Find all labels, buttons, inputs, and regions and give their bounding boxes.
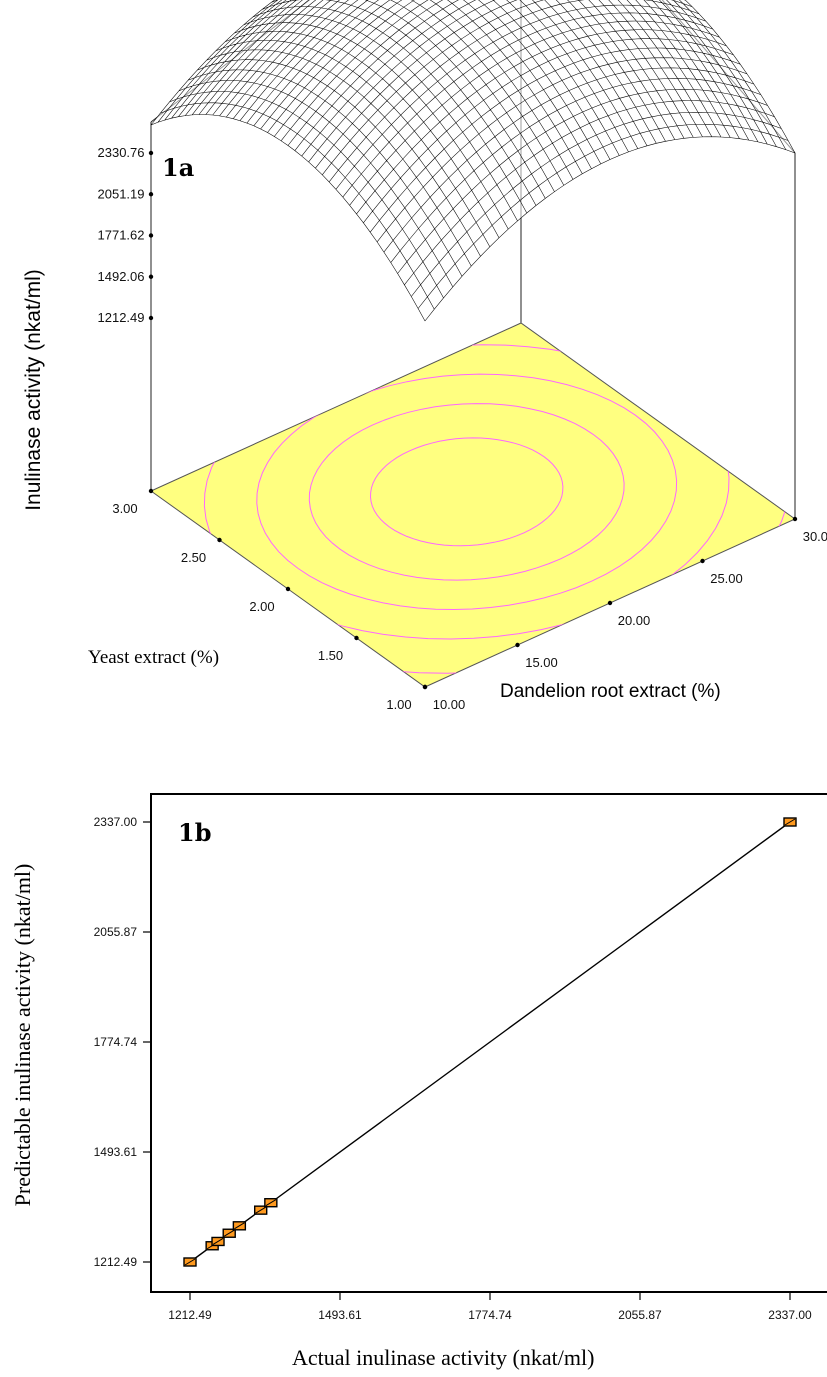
axis-ticks: 1212.49 1493.61 1774.74 2055.87 2337.00 1212.… [94, 815, 812, 1322]
panel-label-1b: 1b [178, 818, 211, 847]
z-tick-mark [148, 150, 154, 156]
x-tick-mark [792, 516, 798, 522]
floor-plane [150, 322, 796, 688]
y-tick-label: 2337.00 [94, 815, 138, 829]
data-point [254, 1205, 268, 1215]
data-point [183, 1257, 197, 1267]
z-tick-mark [148, 192, 154, 197]
x-tick-label: 10.00 [433, 697, 466, 712]
data-point [232, 1221, 247, 1231]
x-tick-mark [700, 558, 705, 564]
contour-2 [308, 403, 625, 581]
z-tick-label: 1212.49 [98, 310, 145, 325]
z-tick-mark [148, 315, 154, 321]
data-point [211, 1236, 225, 1247]
z-tick-label: 1492.06 [98, 269, 145, 284]
y-tick-mark [354, 635, 359, 641]
fit-line [189, 821, 791, 1263]
surface-grid [150, 0, 796, 322]
y-tick-label: 2055.87 [94, 925, 138, 939]
y-tick-mark [148, 488, 154, 494]
panel-label-1a: 1a [162, 153, 194, 182]
data-point [783, 817, 797, 827]
z-axis-label: Inulinase activity (nkat/ml) [22, 269, 45, 511]
x-tick-mark [515, 642, 520, 648]
axis-ticks: 1212.49 1492.06 1771.62 2051.19 2330.76 1.00 1… [98, 145, 827, 712]
y-tick-mark [217, 537, 222, 543]
data-points [183, 817, 797, 1267]
y-tick-label: 2.00 [249, 599, 274, 614]
y-tick-label: 3.00 [112, 501, 137, 516]
z-tick-label: 1771.62 [98, 228, 145, 243]
z-tick-mark [148, 233, 154, 238]
z-tick-mark [148, 274, 154, 279]
z-tick-label: 2330.76 [98, 145, 145, 160]
z-tick-label: 2051.19 [98, 186, 145, 201]
y-tick-mark [285, 586, 291, 592]
y-tick-label: 1774.74 [94, 1035, 138, 1049]
x-tick-mark [422, 684, 428, 690]
x-tick-label: 15.00 [525, 655, 558, 670]
x-tick-label: 1774.74 [468, 1308, 512, 1322]
contour-floor [150, 322, 796, 688]
x-tick-label: 1212.49 [168, 1308, 212, 1322]
x-axis-label: Actual inulinase activity (nkat/ml) [292, 1345, 594, 1370]
y-tick-label: 2.50 [181, 550, 206, 565]
x-tick-label: 30.00 [803, 529, 827, 544]
contour-3 [256, 373, 678, 611]
x-tick-label: 2337.00 [768, 1308, 812, 1322]
x-tick-label: 25.00 [710, 571, 743, 586]
surface-fill [151, 0, 795, 321]
contour-1 [369, 437, 564, 547]
x-tick-label: 1493.61 [318, 1308, 362, 1322]
x-tick-label: 20.00 [618, 613, 651, 628]
x-axis-label: Dandelion root extract (%) [500, 681, 721, 702]
x-tick-label: 2055.87 [618, 1308, 662, 1322]
y-tick-label: 1.50 [318, 648, 343, 663]
x-tick-mark [607, 600, 613, 606]
data-point [264, 1198, 278, 1208]
y-axis-label: Predictable inulinase activity (nkat/ml) [10, 864, 35, 1207]
y-axis-label: Yeast extract (%) [88, 647, 219, 668]
y-tick-label: 1493.61 [94, 1145, 138, 1159]
response-surface-mesh [150, 0, 796, 322]
y-tick-label: 1.00 [386, 697, 411, 712]
scatter-plot-1b: 1212.49 1493.61 1774.74 2055.87 2337.00 1212.… [10, 793, 827, 1370]
data-point [222, 1228, 236, 1238]
y-tick-label: 1212.49 [94, 1255, 138, 1269]
surface-plot-1a: 1212.49 1492.06 1771.62 2051.19 2330.76 1.00 1… [22, 0, 827, 712]
